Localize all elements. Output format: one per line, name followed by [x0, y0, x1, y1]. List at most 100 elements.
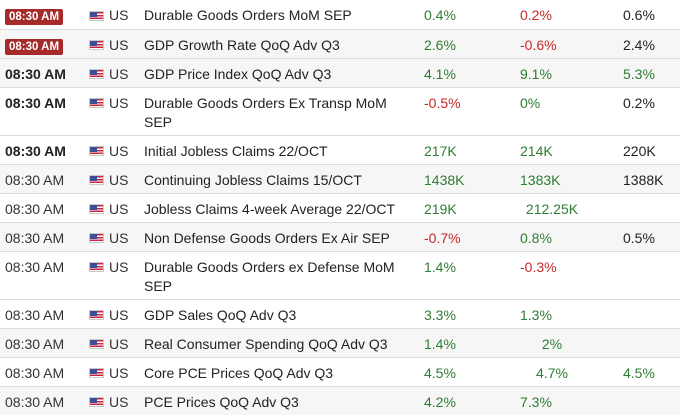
us-flag-icon — [89, 339, 104, 349]
event-name-link[interactable]: GDP Growth Rate QoQ Adv Q3 — [144, 36, 340, 53]
previous-value: 0.2% — [623, 94, 655, 111]
event-name-link[interactable]: Core PCE Prices QoQ Adv Q3 — [144, 364, 334, 381]
actual-value: 1.4% — [424, 335, 456, 352]
event-row[interactable]: 08:30 AM US Real Consumer Spending QoQ Adv… — [0, 327, 680, 357]
event-row[interactable]: 08:30 AM US Continuing Jobless Claims 15/O… — [0, 163, 680, 193]
country-cell: US — [88, 134, 144, 164]
event-row[interactable]: 08:30 AM US Jobless Claims 4-week Average … — [0, 192, 680, 222]
us-flag-icon — [89, 262, 104, 272]
country-code: US — [109, 229, 129, 246]
time-cell: 08:30 AM — [0, 0, 88, 29]
time-cell: 08:30 AM — [0, 134, 88, 164]
event-row[interactable]: 08:30 AM US Durable Goods Orders ex Defens… — [0, 250, 680, 299]
actual-value: -0.5% — [424, 94, 461, 111]
country-cell: US — [88, 163, 144, 193]
time-label: 08:30 AM — [5, 258, 65, 275]
event-cell: GDP Sales QoQ Adv Q3 — [144, 298, 421, 328]
event-row[interactable]: 08:30 AM US Initial Jobless Claims 22/OCT 2… — [0, 134, 680, 164]
us-flag-icon — [89, 204, 104, 214]
country-cell: US — [88, 86, 144, 135]
previous-cell — [598, 250, 680, 299]
actual-cell: 2.6% — [421, 28, 506, 58]
event-row[interactable]: 08:30 AM US GDP Price Index QoQ Adv Q3 4.1%… — [0, 57, 680, 87]
event-name-link[interactable]: Continuing Jobless Claims 15/OCT — [144, 171, 362, 188]
event-name-link[interactable]: Initial Jobless Claims 22/OCT — [144, 142, 328, 159]
actual-value: 1.4% — [424, 258, 456, 275]
actual-cell: 1.4% — [421, 327, 506, 357]
country-cell: US — [88, 250, 144, 299]
us-flag-icon — [89, 69, 104, 79]
event-row[interactable]: 08:30 AM US PCE Prices QoQ Adv Q3 4.2% 7.3% — [0, 385, 680, 415]
event-cell: Durable Goods Orders ex Defense MoM SEP — [144, 250, 421, 299]
time-label: 08:30 AM — [5, 65, 66, 82]
us-flag-icon — [89, 310, 104, 320]
actual-cell: 1438K — [421, 163, 506, 193]
time-cell: 08:30 AM — [0, 327, 88, 357]
event-name-link[interactable]: Durable Goods Orders MoM SEP — [144, 7, 352, 23]
event-cell: Durable Goods Orders MoM SEP — [144, 0, 421, 29]
actual-value: 1438K — [424, 171, 465, 188]
forecast-value: 214K — [520, 142, 553, 159]
event-row[interactable]: 08:30 AM US GDP Sales QoQ Adv Q3 3.3% 1.3% — [0, 298, 680, 328]
forecast-value: 0.8% — [520, 229, 552, 246]
forecast-cell: -0.3% — [506, 250, 598, 299]
forecast-cell: 9.1% — [506, 57, 598, 87]
forecast-cell: 7.3% — [506, 385, 598, 415]
event-name-link[interactable]: PCE Prices QoQ Adv Q3 — [144, 393, 299, 410]
country-code: US — [109, 94, 129, 111]
country-code: US — [109, 200, 129, 217]
previous-cell: 0.6% — [598, 0, 680, 29]
country-code: US — [109, 393, 129, 410]
event-row[interactable]: 08:30 AM US GDP Growth Rate QoQ Adv Q3 2.6%… — [0, 28, 680, 58]
previous-cell — [598, 327, 680, 357]
country-cell: US — [88, 221, 144, 251]
country-cell: US — [88, 385, 144, 415]
actual-cell: 4.5% — [421, 356, 506, 386]
country-cell: US — [88, 28, 144, 58]
us-flag-icon — [89, 368, 104, 378]
event-name-link[interactable]: GDP Sales QoQ Adv Q3 — [144, 306, 297, 323]
previous-value — [598, 252, 680, 258]
event-cell: PCE Prices QoQ Adv Q3 — [144, 385, 421, 415]
previous-value: 4.5% — [623, 364, 655, 381]
previous-cell — [598, 192, 680, 222]
time-label: 08:30 AM — [5, 229, 65, 246]
event-name-link[interactable]: Real Consumer Spending QoQ Adv Q3 — [144, 335, 388, 352]
country-code: US — [109, 65, 129, 82]
actual-cell: -0.5% — [421, 86, 506, 135]
forecast-value: 1.3% — [520, 306, 552, 323]
time-label: 08:30 AM — [5, 171, 65, 188]
actual-value: 2.6% — [424, 36, 456, 53]
previous-cell: 220K — [598, 134, 680, 164]
event-name-link[interactable]: Durable Goods Orders Ex Transp MoM SEP — [144, 94, 387, 130]
forecast-cell: 0.2% — [506, 0, 598, 29]
country-code: US — [109, 7, 129, 23]
previous-value — [598, 194, 680, 200]
event-row[interactable]: 08:30 AM US Non Defense Goods Orders Ex Ai… — [0, 221, 680, 251]
event-name-link[interactable]: Jobless Claims 4-week Average 22/OCT — [144, 200, 396, 217]
actual-value: 4.5% — [424, 364, 456, 381]
country-code: US — [109, 364, 129, 381]
event-row[interactable]: 08:30 AM US Durable Goods Orders Ex Transp… — [0, 86, 680, 135]
country-cell: US — [88, 57, 144, 87]
time-cell: 08:30 AM — [0, 385, 88, 415]
event-cell: Core PCE Prices QoQ Adv Q3 — [144, 356, 421, 386]
event-name-link[interactable]: Durable Goods Orders ex Defense MoM SEP — [144, 258, 395, 294]
actual-value: 4.2% — [424, 393, 456, 410]
previous-value — [598, 329, 680, 335]
actual-value: 217K — [424, 142, 457, 159]
event-name-link[interactable]: Non Defense Goods Orders Ex Air SEP — [144, 229, 390, 246]
actual-cell: 4.1% — [421, 57, 506, 87]
forecast-value: 0.2% — [520, 7, 552, 23]
time-label: 08:30 AM — [5, 335, 65, 352]
previous-cell: 4.5% — [598, 356, 680, 386]
time-badge: 08:30 AM — [5, 38, 64, 55]
event-row[interactable]: 08:30 AM US Durable Goods Orders MoM SEP 0.… — [0, 0, 680, 29]
forecast-value: 2% — [541, 335, 563, 352]
forecast-value: 0% — [520, 94, 541, 111]
forecast-value: 7.3% — [520, 393, 552, 410]
event-name-link[interactable]: GDP Price Index QoQ Adv Q3 — [144, 65, 332, 82]
event-row[interactable]: 08:30 AM US Core PCE Prices QoQ Adv Q3 4.5%… — [0, 356, 680, 386]
time-badge: 08:30 AM — [5, 9, 64, 25]
